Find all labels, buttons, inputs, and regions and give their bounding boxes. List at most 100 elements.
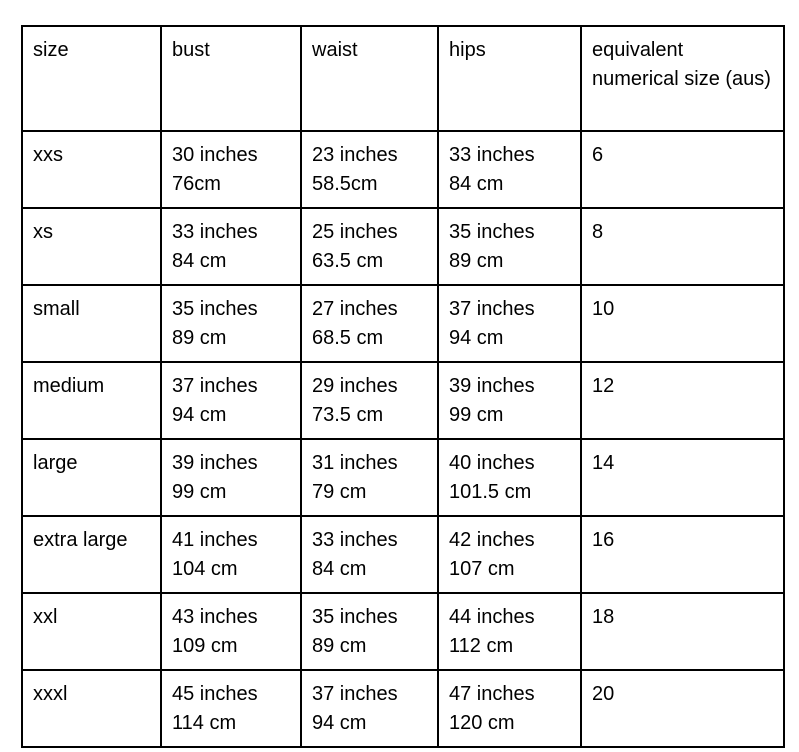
- measurement-cm: 94 cm: [312, 712, 367, 734]
- measurement-inches: 40 inches: [449, 452, 535, 474]
- cell-size: xxl: [21, 592, 162, 671]
- measurement-cm: 58.5cm: [312, 173, 378, 195]
- cell-waist: 23 inches 58.5cm: [300, 130, 439, 209]
- table-row-large: large 39 inches 99 cm 31 inches 79 cm 40…: [21, 438, 785, 517]
- cell-waist: 29 inches 73.5 cm: [300, 361, 439, 440]
- measurement-cm: 109 cm: [172, 635, 238, 657]
- cell-hips: 39 inches 99 cm: [437, 361, 582, 440]
- cell-bust: 41 inches 104 cm: [160, 515, 302, 594]
- measurement-inches: 39 inches: [172, 452, 258, 474]
- cell-waist: 35 inches 89 cm: [300, 592, 439, 671]
- measurement-cm: 84 cm: [312, 558, 367, 580]
- cell-bust: 37 inches 94 cm: [160, 361, 302, 440]
- cell-size: small: [21, 284, 162, 363]
- size-chart-table: size bust waist hips equivalent numerica…: [21, 25, 785, 748]
- header-hips: hips: [437, 25, 582, 132]
- measurement-inches: 27 inches: [312, 298, 398, 320]
- measurement-cm: 68.5 cm: [312, 327, 384, 349]
- cell-bust: 35 inches 89 cm: [160, 284, 302, 363]
- header-aus: equivalent numerical size (aus): [580, 25, 785, 132]
- cell-aus: 14: [580, 438, 785, 517]
- measurement-cm: 107 cm: [449, 558, 515, 580]
- measurement-inches: 35 inches: [312, 606, 398, 628]
- cell-waist: 31 inches 79 cm: [300, 438, 439, 517]
- cell-size: xxxl: [21, 669, 162, 748]
- cell-bust: 39 inches 99 cm: [160, 438, 302, 517]
- measurement-inches: 35 inches: [449, 221, 535, 243]
- measurement-inches: 45 inches: [172, 683, 258, 705]
- measurement-inches: 31 inches: [312, 452, 398, 474]
- measurement-inches: 30 inches: [172, 144, 258, 166]
- measurement-inches: 35 inches: [172, 298, 258, 320]
- measurement-inches: 23 inches: [312, 144, 398, 166]
- table-row-xxl: xxl 43 inches 109 cm 35 inches 89 cm 44 …: [21, 592, 785, 671]
- cell-hips: 42 inches 107 cm: [437, 515, 582, 594]
- measurement-inches: 47 inches: [449, 683, 535, 705]
- measurement-cm: 94 cm: [172, 404, 227, 426]
- cell-hips: 35 inches 89 cm: [437, 207, 582, 286]
- measurement-cm: 76cm: [172, 173, 221, 195]
- cell-waist: 37 inches 94 cm: [300, 669, 439, 748]
- cell-aus: 16: [580, 515, 785, 594]
- measurement-cm: 63.5 cm: [312, 250, 384, 272]
- measurement-inches: 39 inches: [449, 375, 535, 397]
- measurement-cm: 84 cm: [172, 250, 227, 272]
- measurement-inches: 37 inches: [449, 298, 535, 320]
- table-row-extra-large: extra large 41 inches 104 cm 33 inches 8…: [21, 515, 785, 594]
- header-bust: bust: [160, 25, 302, 132]
- cell-waist: 27 inches 68.5 cm: [300, 284, 439, 363]
- cell-bust: 33 inches 84 cm: [160, 207, 302, 286]
- measurement-inches: 25 inches: [312, 221, 398, 243]
- measurement-cm: 89 cm: [312, 635, 367, 657]
- measurement-cm: 73.5 cm: [312, 404, 384, 426]
- table-row-xs: xs 33 inches 84 cm 25 inches 63.5 cm 35 …: [21, 207, 785, 286]
- measurement-inches: 33 inches: [172, 221, 258, 243]
- measurement-cm: 99 cm: [449, 404, 504, 426]
- cell-aus: 6: [580, 130, 785, 209]
- measurement-inches: 37 inches: [172, 375, 258, 397]
- cell-hips: 33 inches 84 cm: [437, 130, 582, 209]
- measurement-cm: 104 cm: [172, 558, 238, 580]
- measurement-cm: 79 cm: [312, 481, 367, 503]
- measurement-cm: 89 cm: [172, 327, 227, 349]
- table-row-xxs: xxs 30 inches 76cm 23 inches 58.5cm 33 i…: [21, 130, 785, 209]
- measurement-inches: 33 inches: [449, 144, 535, 166]
- measurement-cm: 114 cm: [172, 712, 237, 734]
- cell-hips: 37 inches 94 cm: [437, 284, 582, 363]
- header-row: size bust waist hips equivalent numerica…: [21, 25, 785, 132]
- measurement-inches: 41 inches: [172, 529, 258, 551]
- cell-hips: 40 inches 101.5 cm: [437, 438, 582, 517]
- cell-aus: 18: [580, 592, 785, 671]
- cell-bust: 43 inches 109 cm: [160, 592, 302, 671]
- table-row-small: small 35 inches 89 cm 27 inches 68.5 cm …: [21, 284, 785, 363]
- cell-hips: 44 inches 112 cm: [437, 592, 582, 671]
- measurement-inches: 37 inches: [312, 683, 398, 705]
- measurement-cm: 112 cm: [449, 635, 514, 657]
- measurement-inches: 43 inches: [172, 606, 258, 628]
- table-row-medium: medium 37 inches 94 cm 29 inches 73.5 cm…: [21, 361, 785, 440]
- cell-waist: 25 inches 63.5 cm: [300, 207, 439, 286]
- cell-bust: 30 inches 76cm: [160, 130, 302, 209]
- cell-size: xs: [21, 207, 162, 286]
- measurement-inches: 29 inches: [312, 375, 398, 397]
- measurement-inches: 33 inches: [312, 529, 398, 551]
- cell-waist: 33 inches 84 cm: [300, 515, 439, 594]
- measurement-cm: 99 cm: [172, 481, 227, 503]
- cell-aus: 10: [580, 284, 785, 363]
- measurement-cm: 84 cm: [449, 173, 504, 195]
- cell-size: medium: [21, 361, 162, 440]
- measurement-cm: 120 cm: [449, 712, 515, 734]
- cell-aus: 20: [580, 669, 785, 748]
- cell-aus: 8: [580, 207, 785, 286]
- measurement-cm: 94 cm: [449, 327, 504, 349]
- cell-size: xxs: [21, 130, 162, 209]
- measurement-inches: 44 inches: [449, 606, 535, 628]
- measurement-cm: 89 cm: [449, 250, 504, 272]
- cell-hips: 47 inches 120 cm: [437, 669, 582, 748]
- header-size: size: [21, 25, 162, 132]
- cell-bust: 45 inches 114 cm: [160, 669, 302, 748]
- measurement-cm: 101.5 cm: [449, 481, 532, 503]
- header-waist: waist: [300, 25, 439, 132]
- cell-size: large: [21, 438, 162, 517]
